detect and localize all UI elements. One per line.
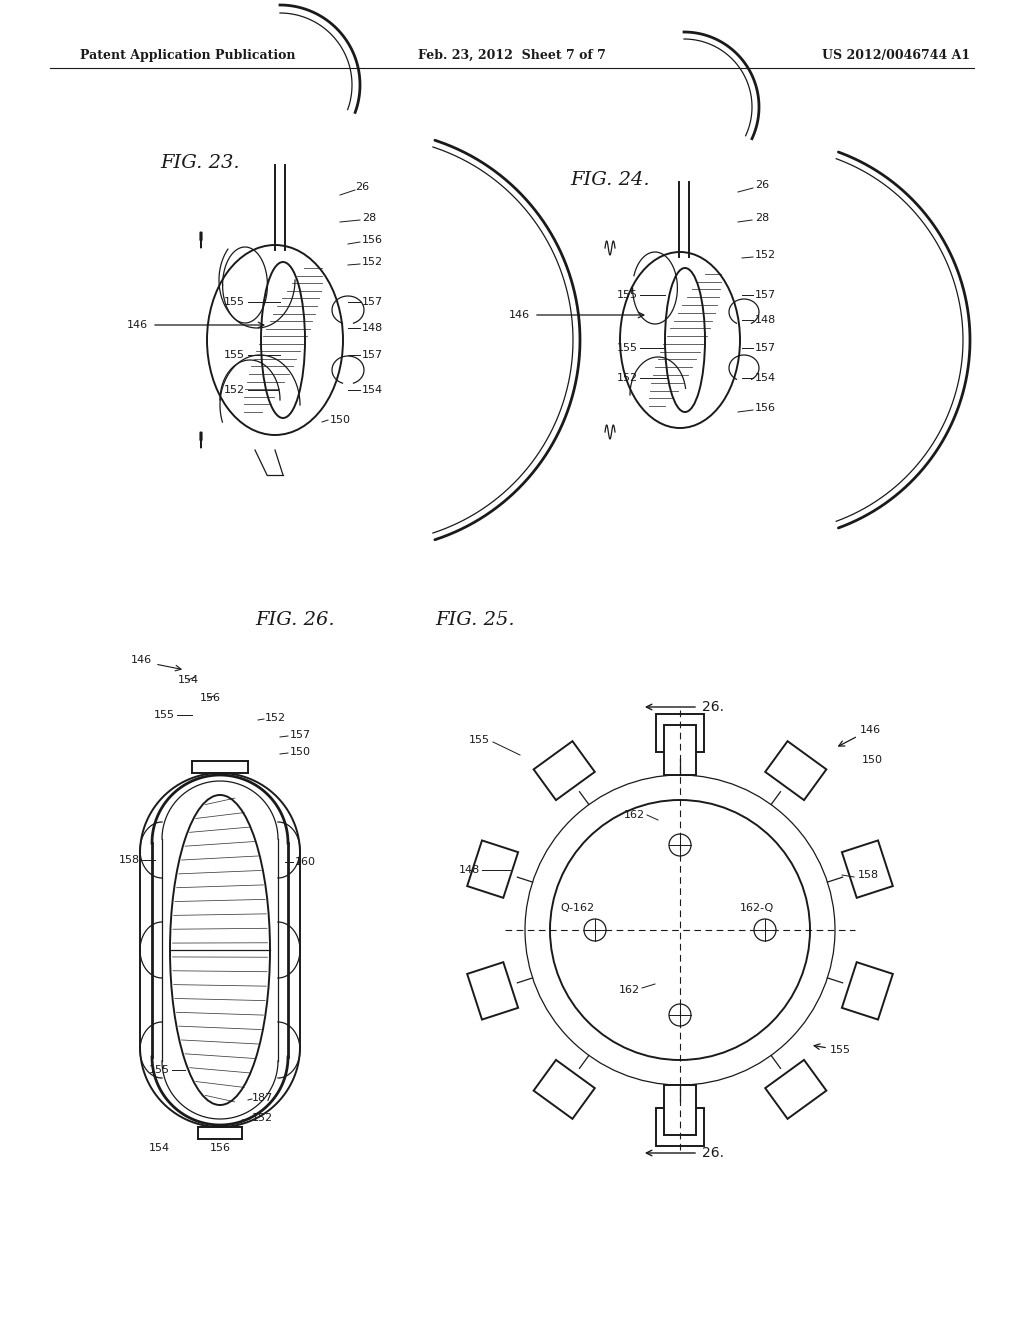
Text: 152: 152	[755, 249, 776, 260]
Text: 152: 152	[616, 374, 638, 383]
Text: FIG. 25.: FIG. 25.	[435, 611, 515, 630]
Text: Q-162: Q-162	[560, 903, 594, 913]
Text: 152: 152	[265, 713, 286, 723]
Text: 162: 162	[618, 985, 640, 995]
Text: 26: 26	[755, 180, 769, 190]
Text: 155: 155	[469, 735, 490, 744]
Text: 157: 157	[755, 343, 776, 352]
Text: 156: 156	[200, 693, 221, 704]
Text: 26.: 26.	[702, 700, 724, 714]
Text: 150: 150	[330, 414, 351, 425]
Text: 148: 148	[755, 315, 776, 325]
Text: 150: 150	[290, 747, 311, 756]
Text: 160: 160	[295, 857, 316, 867]
Text: 154: 154	[362, 385, 383, 395]
Text: 155: 155	[617, 290, 638, 300]
Text: 148: 148	[362, 323, 383, 333]
Text: 28: 28	[755, 213, 769, 223]
Text: 152: 152	[252, 1113, 273, 1123]
Text: 156: 156	[362, 235, 383, 246]
Text: 157: 157	[362, 350, 383, 360]
Text: 157: 157	[362, 297, 383, 308]
Text: 158: 158	[119, 855, 140, 865]
Text: 26.: 26.	[702, 1146, 724, 1160]
Text: 146: 146	[131, 655, 152, 665]
Text: 146: 146	[860, 725, 881, 735]
Text: FIG. 26.: FIG. 26.	[255, 611, 335, 630]
Text: 154: 154	[755, 374, 776, 383]
Text: 152: 152	[362, 257, 383, 267]
Text: 155: 155	[224, 297, 245, 308]
Text: 157: 157	[290, 730, 311, 741]
Text: 156: 156	[755, 403, 776, 413]
Text: 155: 155	[150, 1065, 170, 1074]
Text: FIG. 24.: FIG. 24.	[570, 172, 649, 189]
Text: 154: 154	[178, 675, 199, 685]
Text: Patent Application Publication: Patent Application Publication	[80, 49, 296, 62]
Text: 155: 155	[154, 710, 175, 719]
Text: 146: 146	[127, 319, 148, 330]
Text: 152: 152	[224, 385, 245, 395]
Text: 155: 155	[224, 350, 245, 360]
Text: 146: 146	[509, 310, 530, 319]
Text: 150: 150	[862, 755, 883, 766]
Text: 155: 155	[830, 1045, 851, 1055]
Text: 158: 158	[858, 870, 880, 880]
Bar	[664, 725, 696, 775]
Text: Feb. 23, 2012  Sheet 7 of 7: Feb. 23, 2012 Sheet 7 of 7	[418, 49, 606, 62]
Text: 187: 187	[252, 1093, 273, 1104]
Text: 28: 28	[362, 213, 376, 223]
Text: FIG. 23.: FIG. 23.	[160, 154, 240, 172]
Text: 154: 154	[148, 1143, 170, 1152]
Text: 156: 156	[210, 1143, 231, 1152]
Text: 155: 155	[617, 343, 638, 352]
Text: 157: 157	[755, 290, 776, 300]
Bar	[664, 1085, 696, 1135]
Text: 148: 148	[459, 865, 480, 875]
Text: 162-Q: 162-Q	[740, 903, 774, 913]
Text: US 2012/0046744 A1: US 2012/0046744 A1	[822, 49, 970, 62]
Text: 26: 26	[355, 182, 369, 191]
Text: 162: 162	[624, 810, 645, 820]
